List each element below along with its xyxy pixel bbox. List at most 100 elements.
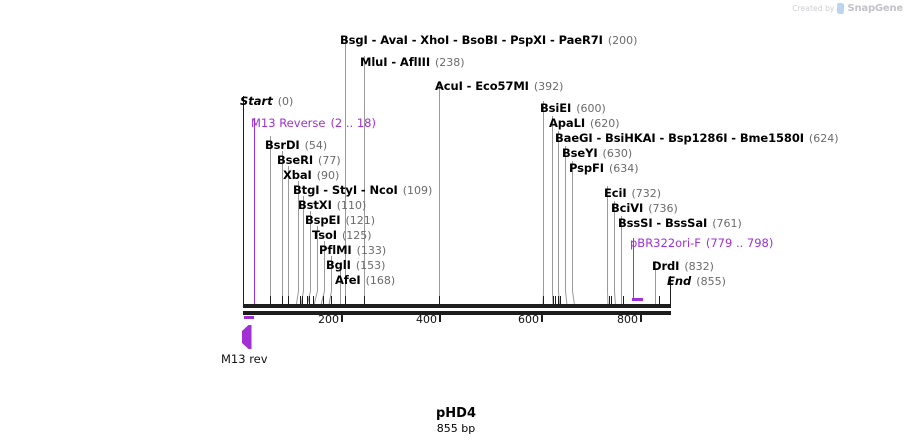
enzyme-names-xbai: XbaI — [283, 168, 312, 182]
site-label-bspei-group[interactable]: BspEI (121) — [305, 213, 375, 228]
enzyme-names-bspei: BspEI — [305, 213, 341, 227]
leader-line-xbai — [288, 166, 289, 304]
site-label-btgi-group[interactable]: BtgI - StyI - NcoI (109) — [293, 183, 433, 198]
site-label-bsrdi-group[interactable]: BsrDI (54) — [265, 138, 328, 153]
enzyme-names-btgi: BtgI - StyI - NcoI — [293, 183, 398, 197]
feature-label-pbr322ori-group[interactable]: pBR322ori-F (779 .. 798) — [630, 237, 773, 250]
site-label-bgli-group[interactable]: BglI (153) — [326, 258, 386, 273]
site-position-mlui: (238) — [435, 56, 465, 69]
site-mark-110 — [302, 296, 303, 305]
site-position-btgi: (109) — [402, 184, 433, 197]
enzyme-names-acui: AcuI - Eco57MI — [435, 79, 529, 93]
site-label-acui-group[interactable]: AcuI - Eco57MI (392) — [435, 79, 564, 94]
site-position-acui: (392) — [533, 80, 564, 93]
site-mark-168 — [331, 296, 332, 305]
site-label-drdi-group[interactable]: DrdI (832) — [652, 260, 714, 274]
site-position-tsoi: (125) — [341, 229, 372, 242]
site-label-baegi-group[interactable]: BaeGI - BsiHKAI - Bsp1286I - Bme1580I (62… — [555, 131, 839, 146]
enzyme-names-baegi: BaeGI - BsiHKAI - Bsp1286I - Bme1580I — [555, 131, 804, 145]
site-label-bsgi-group[interactable]: BsgI - AvaI - XhoI - BsoBI - PspXI - Pae… — [340, 33, 638, 48]
feature-bar-pbr322ori[interactable] — [632, 298, 643, 301]
site-label-xbai-group[interactable]: XbaI (90) — [283, 168, 340, 183]
site-position-bsiei: (600) — [576, 102, 606, 115]
site-label-bseyi-group[interactable]: BseYI (630) — [562, 147, 632, 161]
site-mark-600 — [543, 296, 544, 305]
site-label-pspfi-group[interactable]: PspFI (634) — [569, 161, 639, 176]
plasmid-backbone-lower-bar[interactable] — [243, 311, 671, 315]
site-position-xbai: (90) — [316, 169, 340, 182]
plasmid-backbone-upper-bar[interactable] — [243, 304, 671, 308]
leader-line-pspfi — [572, 161, 573, 291]
site-mark-90 — [288, 296, 289, 305]
leader-line-btgi — [298, 181, 299, 291]
enzyme-names-bgli: BglI — [326, 258, 351, 272]
site-label-pflmi-group[interactable]: PflMI (133) — [319, 244, 387, 258]
leader-line-bsiei — [543, 101, 544, 291]
site-position-pspfi: (634) — [608, 162, 639, 175]
site-mark-153 — [323, 296, 324, 305]
site-mark-732 — [609, 296, 610, 305]
leader-line-bseyi — [565, 146, 566, 291]
enzyme-names-apali: ApaLI — [549, 116, 585, 130]
enzyme-names-bsgi: BsgI - AvaI - XhoI - BsoBI - PspXI - Pae… — [340, 33, 603, 47]
site-position-bgli: (153) — [355, 259, 386, 272]
watermark-created-by-text: Created by — [792, 4, 835, 13]
m13-rev-arrow-label: M13 rev — [221, 352, 268, 366]
leader-line-pbr322ori — [633, 238, 634, 301]
site-label-bcivi-group[interactable]: BciVI (736) — [611, 202, 678, 216]
site-label-tsoi-group[interactable]: TsoI (125) — [312, 228, 372, 243]
leader-line-bsrdi — [270, 136, 271, 304]
plasmid-length: 855 bp — [436, 422, 476, 435]
site-label-bseri-group[interactable]: BseRI (77) — [277, 154, 341, 168]
leader-line-mlui — [364, 56, 365, 304]
start-label-group[interactable]: Start (0) — [240, 95, 294, 109]
site-position-ecii: (732) — [631, 187, 662, 200]
leader-line-end — [670, 276, 671, 304]
site-mark-133 — [313, 296, 314, 305]
site-mark-620 — [553, 296, 554, 305]
leader-line-m13-reverse — [254, 118, 255, 304]
enzyme-names-bsiei: BsiEI — [540, 101, 572, 115]
leader-line-bsssi — [621, 216, 622, 304]
ruler-label-600: 600 — [518, 313, 539, 326]
enzyme-names-pspfi: PspFI — [569, 161, 604, 175]
leader-line-drdi — [655, 261, 656, 304]
site-mark-624 — [555, 296, 556, 305]
site-mark-200 — [345, 296, 346, 305]
enzyme-names-bsssi: BssSI - BssSaI — [618, 216, 708, 230]
leader-line-start — [243, 96, 244, 304]
feature-name-pbr322ori: pBR322ori-F — [630, 236, 701, 250]
site-mark-761 — [623, 296, 624, 305]
feature-bar-m13-reverse[interactable] — [244, 316, 254, 319]
m13-rev-arrow-icon[interactable] — [239, 324, 255, 350]
leader-line-tsoi — [317, 226, 318, 291]
feature-name-m13-reverse: M13 Reverse — [251, 116, 326, 130]
start-position: (0) — [277, 95, 294, 108]
site-mark-736 — [611, 296, 612, 305]
feature-range-m13-reverse: (2 .. 18) — [330, 116, 376, 130]
site-label-afei-group[interactable]: AfeI (168) — [335, 274, 395, 288]
enzyme-names-tsoi: TsoI — [312, 228, 337, 242]
end-label-group[interactable]: End (855) — [667, 275, 726, 289]
site-label-bsssi-group[interactable]: BssSI - BssSaI (761) — [618, 216, 742, 231]
snapgene-logo-icon — [837, 3, 845, 14]
site-label-mlui-group[interactable]: MluI - AflIII (238) — [360, 56, 465, 70]
site-label-ecii-group[interactable]: EciI (732) — [604, 187, 662, 201]
site-position-bsssi: (761) — [712, 217, 742, 230]
feature-label-m13-reverse-group[interactable]: M13 Reverse (2 .. 18) — [251, 117, 376, 130]
site-mark-634 — [560, 296, 561, 305]
enzyme-names-bsrdi: BsrDI — [265, 138, 300, 152]
enzyme-names-bstxi: BstXI — [298, 198, 332, 212]
site-label-bstxi-group[interactable]: BstXI (110) — [298, 198, 366, 213]
site-position-bsrdi: (54) — [304, 139, 328, 152]
site-position-bsgi: (200) — [607, 34, 638, 47]
snapgene-watermark: Created by SnapGene — [792, 3, 903, 14]
site-position-pflmi: (133) — [356, 244, 387, 257]
ruler-tick-600 — [541, 311, 543, 322]
site-position-bcivi: (736) — [648, 202, 678, 215]
site-mark-125 — [309, 296, 310, 305]
site-mark-109 — [300, 296, 301, 305]
site-label-apali-group[interactable]: ApaLI (620) — [549, 116, 620, 131]
site-label-bsiei-group[interactable]: BsiEI (600) — [540, 101, 606, 116]
